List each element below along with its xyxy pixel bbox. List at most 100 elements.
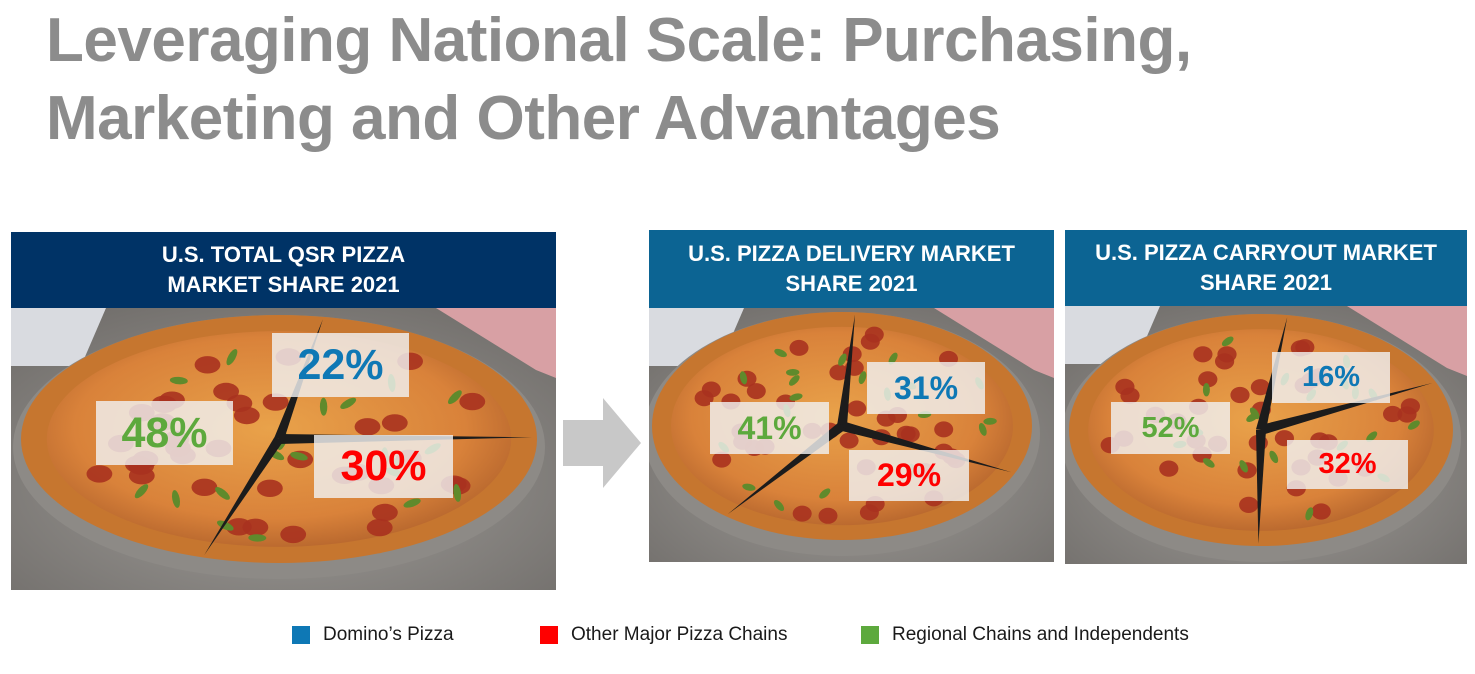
right-arrow-icon xyxy=(563,398,641,488)
pepperoni xyxy=(194,356,221,374)
green-pepper xyxy=(248,534,267,542)
share-label-dominos: 22% xyxy=(272,333,409,397)
share-value-regional: 41% xyxy=(737,409,802,446)
green-pepper xyxy=(888,352,898,365)
pepperoni xyxy=(818,507,838,524)
legend: Domino’s Pizza Other Major Pizza Chains … xyxy=(0,624,1475,650)
green-pepper xyxy=(774,348,787,358)
share-label-dominos: 16% xyxy=(1272,352,1390,403)
pepperoni xyxy=(459,392,486,411)
share-value-regional: 48% xyxy=(121,408,208,457)
green-pepper xyxy=(171,490,181,508)
legend-label: Other Major Pizza Chains xyxy=(571,624,788,645)
share-value-other-major: 29% xyxy=(876,457,942,493)
pepperoni xyxy=(694,390,714,407)
legend-swatch xyxy=(292,626,310,644)
green-pepper xyxy=(290,451,308,461)
share-label-regional: 48% xyxy=(96,401,233,465)
pepperoni xyxy=(712,451,732,468)
chart-panel-carryout: U.S. PIZZA CARRYOUT MARKET SHARE 2021 16… xyxy=(1065,230,1467,564)
pepperoni xyxy=(746,383,766,400)
share-label-regional: 52% xyxy=(1111,402,1230,454)
green-pepper xyxy=(1407,420,1420,430)
pizza-box xyxy=(11,308,106,366)
pepperoni xyxy=(354,418,381,436)
chart-title-text: U.S. TOTAL QSR PIZZA MARKET SHARE 2021 xyxy=(161,242,406,297)
legend-label: Regional Chains and Independents xyxy=(892,624,1189,645)
green-pepper xyxy=(403,498,421,508)
pepperoni xyxy=(1159,460,1179,477)
chart-title-text: U.S. PIZZA CARRYOUT MARKET SHARE 2021 xyxy=(1095,240,1437,295)
chart-title-text: U.S. PIZZA DELIVERY MARKET SHARE 2021 xyxy=(688,241,1015,296)
chart-title: U.S. PIZZA CARRYOUT MARKET SHARE 2021 xyxy=(1065,230,1467,306)
legend-item-dominos: Domino’s Pizza xyxy=(292,624,454,646)
pepperoni xyxy=(1230,386,1250,404)
green-pepper xyxy=(858,371,867,385)
pepperoni xyxy=(280,525,307,544)
pepperoni xyxy=(1383,405,1403,423)
share-value-regional: 52% xyxy=(1141,411,1200,444)
pepperoni xyxy=(847,400,867,417)
share-label-other-major: 32% xyxy=(1287,440,1408,489)
green-pepper xyxy=(788,375,800,386)
pepperoni xyxy=(1120,387,1140,404)
green-pepper xyxy=(819,488,831,499)
green-pepper xyxy=(169,376,188,385)
pepperoni xyxy=(213,382,240,401)
pepperoni xyxy=(829,364,849,381)
pepperoni xyxy=(1217,346,1237,363)
slice-cut-line xyxy=(837,314,855,427)
pepperoni xyxy=(1400,398,1420,415)
pepperoni xyxy=(1239,496,1259,513)
green-pepper xyxy=(978,422,987,436)
pepperoni xyxy=(1311,503,1331,520)
share-value-other-major: 32% xyxy=(1318,448,1377,480)
green-pepper xyxy=(1202,458,1215,468)
green-pepper xyxy=(319,397,328,416)
share-value-dominos: 31% xyxy=(893,369,959,406)
pepperoni xyxy=(859,504,879,521)
checkered-napkin xyxy=(436,308,556,378)
chart-title: U.S. PIZZA DELIVERY MARKET SHARE 2021 xyxy=(649,230,1054,308)
share-value-other-major: 30% xyxy=(340,442,427,490)
green-pepper xyxy=(1305,507,1314,521)
pepperoni xyxy=(842,346,862,363)
green-pepper xyxy=(1239,460,1249,473)
green-pepper xyxy=(838,353,847,366)
share-label-other-major: 29% xyxy=(849,450,969,501)
green-pepper xyxy=(453,483,462,502)
green-pepper xyxy=(134,484,149,499)
checkered-napkin xyxy=(934,308,1054,378)
slice-cut-line xyxy=(1256,429,1266,544)
share-label-other-major: 30% xyxy=(314,435,453,498)
pepperoni xyxy=(839,432,859,449)
pepperoni xyxy=(864,326,884,343)
pepperoni xyxy=(191,478,218,496)
pepperoni xyxy=(934,421,954,438)
share-label-dominos: 31% xyxy=(867,362,985,414)
pepperoni xyxy=(900,426,920,443)
green-pepper xyxy=(983,417,997,425)
green-pepper xyxy=(1246,412,1259,422)
pepperoni xyxy=(381,414,408,432)
pepperoni xyxy=(1250,379,1270,396)
slice-cut-line xyxy=(1256,317,1288,431)
green-pepper xyxy=(1366,431,1378,442)
share-value-dominos: 16% xyxy=(1301,361,1361,393)
green-pepper xyxy=(789,393,803,401)
pepperoni xyxy=(262,393,289,411)
legend-item-regional: Regional Chains and Independents xyxy=(861,624,1189,646)
green-pepper xyxy=(448,390,462,405)
pepperoni xyxy=(1193,346,1213,363)
green-pepper xyxy=(1221,336,1234,347)
green-pepper xyxy=(216,520,234,531)
slice-cut-line xyxy=(204,437,284,556)
pepperoni xyxy=(242,518,269,536)
green-pepper xyxy=(773,499,785,512)
chart-panel-delivery: U.S. PIZZA DELIVERY MARKET SHARE 2021 31… xyxy=(649,230,1054,562)
share-value-dominos: 22% xyxy=(297,340,384,389)
pepperoni xyxy=(366,518,393,537)
green-pepper xyxy=(742,483,756,491)
legend-item-other-major: Other Major Pizza Chains xyxy=(540,624,787,646)
green-pepper xyxy=(1202,383,1210,397)
